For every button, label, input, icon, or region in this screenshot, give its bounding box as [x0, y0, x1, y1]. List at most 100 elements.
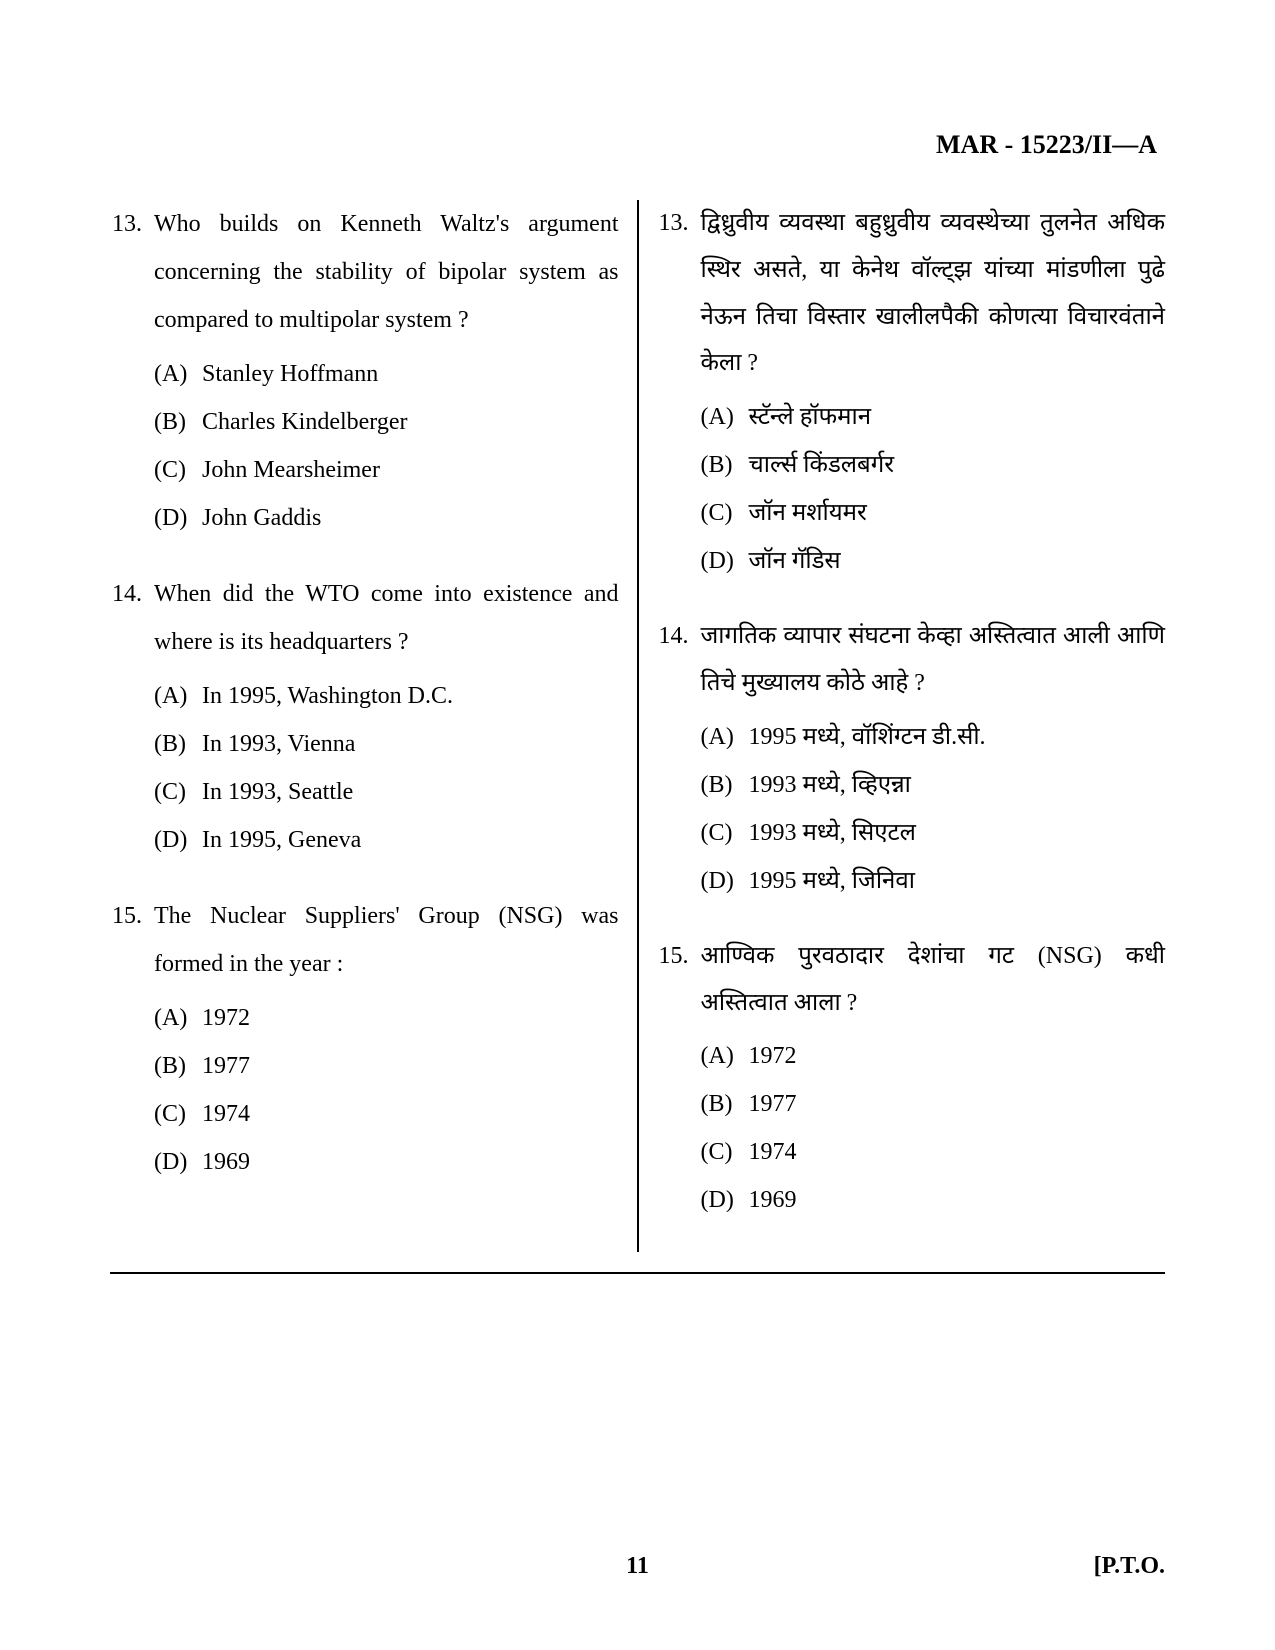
option-b: (B)Charles Kindelberger [154, 398, 619, 446]
option-c: (C)जॉन मर्शायमर [701, 489, 1166, 537]
option-text: 1969 [202, 1138, 619, 1186]
option-d: (D)जॉन गॅडिस [701, 537, 1166, 585]
question-14-mr: 14. जागतिक व्यापार संघटना केव्हा अस्तित्… [657, 613, 1166, 905]
option-label: (D) [701, 537, 749, 585]
option-text: जॉन गॅडिस [749, 537, 1166, 585]
option-b: (B)1977 [701, 1080, 1166, 1128]
option-label: (C) [154, 446, 202, 494]
option-a: (A)स्टॅन्ले हॉफमान [701, 393, 1166, 441]
question-body: द्विध्रुवीय व्यवस्था बहुध्रुवीय व्यवस्थे… [701, 200, 1166, 585]
option-d: (D)John Gaddis [154, 494, 619, 542]
option-text: चार्ल्स किंडलबर्गर [749, 441, 1166, 489]
option-b: (B)चार्ल्स किंडलबर्गर [701, 441, 1166, 489]
option-c: (C)In 1993, Seattle [154, 768, 619, 816]
question-13-mr: 13. द्विध्रुवीय व्यवस्था बहुध्रुवीय व्यव… [657, 200, 1166, 585]
pto-label: [P.T.O. [1094, 1553, 1165, 1580]
question-text: Who builds on Kenneth Waltz's argument c… [154, 200, 619, 344]
option-c: (C)John Mearsheimer [154, 446, 619, 494]
option-a: (A)1972 [701, 1032, 1166, 1080]
question-body: आण्विक पुरवठादार देशांचा गट (NSG) कधी अस… [701, 933, 1166, 1225]
question-number: 15. [657, 933, 701, 1225]
question-number: 13. [657, 200, 701, 585]
options-list: (A)1995 मध्ये, वॉशिंग्टन डी.सी. (B)1993 … [701, 713, 1166, 905]
option-c: (C)1974 [701, 1128, 1166, 1176]
option-text: 1972 [202, 994, 619, 1042]
option-d: (D)1969 [701, 1176, 1166, 1224]
question-number: 14. [110, 570, 154, 864]
question-body: The Nuclear Suppliers' Group (NSG) was f… [154, 892, 619, 1186]
option-label: (A) [701, 1032, 749, 1080]
option-text: In 1995, Washington D.C. [202, 672, 619, 720]
option-text: Charles Kindelberger [202, 398, 619, 446]
question-columns: 13. Who builds on Kenneth Waltz's argume… [110, 200, 1165, 1274]
question-13-en: 13. Who builds on Kenneth Waltz's argume… [110, 200, 619, 542]
question-body: Who builds on Kenneth Waltz's argument c… [154, 200, 619, 542]
option-text: 1995 मध्ये, जिनिवा [749, 857, 1166, 905]
option-label: (A) [154, 994, 202, 1042]
page-footer: 11 [P.T.O. [110, 1545, 1165, 1580]
paper-code: MAR - 15223/II—A [110, 130, 1165, 160]
option-text: 1993 मध्ये, सिएटल [749, 809, 1166, 857]
options-list: (A)1972 (B)1977 (C)1974 (D)1969 [701, 1032, 1166, 1224]
option-text: स्टॅन्ले हॉफमान [749, 393, 1166, 441]
option-b: (B)1993 मध्ये, व्हिएन्ना [701, 761, 1166, 809]
option-text: In 1993, Vienna [202, 720, 619, 768]
option-d: (D)1995 मध्ये, जिनिवा [701, 857, 1166, 905]
option-text: John Gaddis [202, 494, 619, 542]
question-number: 14. [657, 613, 701, 905]
option-c: (C)1974 [154, 1090, 619, 1138]
option-label: (C) [154, 1090, 202, 1138]
question-number: 15. [110, 892, 154, 1186]
options-list: (A)स्टॅन्ले हॉफमान (B)चार्ल्स किंडलबर्गर… [701, 393, 1166, 585]
left-column: 13. Who builds on Kenneth Waltz's argume… [110, 200, 637, 1252]
option-label: (B) [701, 1080, 749, 1128]
option-label: (A) [154, 672, 202, 720]
option-label: (A) [154, 350, 202, 398]
option-label: (D) [154, 1138, 202, 1186]
option-b: (B)In 1993, Vienna [154, 720, 619, 768]
option-text: 1974 [749, 1128, 1166, 1176]
option-label: (D) [154, 494, 202, 542]
question-text: जागतिक व्यापार संघटना केव्हा अस्तित्वात … [701, 613, 1166, 707]
option-c: (C)1993 मध्ये, सिएटल [701, 809, 1166, 857]
option-text: 1974 [202, 1090, 619, 1138]
option-d: (D)1969 [154, 1138, 619, 1186]
option-a: (A)Stanley Hoffmann [154, 350, 619, 398]
options-list: (A)In 1995, Washington D.C. (B)In 1993, … [154, 672, 619, 864]
option-text: 1995 मध्ये, वॉशिंग्टन डी.सी. [749, 713, 1166, 761]
option-a: (A)1995 मध्ये, वॉशिंग्टन डी.सी. [701, 713, 1166, 761]
option-a: (A)In 1995, Washington D.C. [154, 672, 619, 720]
option-text: 1993 मध्ये, व्हिएन्ना [749, 761, 1166, 809]
option-label: (B) [154, 398, 202, 446]
option-a: (A)1972 [154, 994, 619, 1042]
option-label: (D) [154, 816, 202, 864]
option-text: 1969 [749, 1176, 1166, 1224]
question-body: जागतिक व्यापार संघटना केव्हा अस्तित्वात … [701, 613, 1166, 905]
question-text: The Nuclear Suppliers' Group (NSG) was f… [154, 892, 619, 988]
option-d: (D)In 1995, Geneva [154, 816, 619, 864]
options-list: (A)1972 (B)1977 (C)1974 (D)1969 [154, 994, 619, 1186]
option-label: (B) [154, 1042, 202, 1090]
option-text: In 1993, Seattle [202, 768, 619, 816]
option-label: (C) [154, 768, 202, 816]
question-text: When did the WTO come into existence and… [154, 570, 619, 666]
option-label: (B) [701, 761, 749, 809]
question-14-en: 14. When did the WTO come into existence… [110, 570, 619, 864]
option-label: (C) [701, 489, 749, 537]
question-body: When did the WTO come into existence and… [154, 570, 619, 864]
option-label: (B) [154, 720, 202, 768]
option-text: In 1995, Geneva [202, 816, 619, 864]
option-b: (B)1977 [154, 1042, 619, 1090]
option-text: 1977 [202, 1042, 619, 1090]
option-text: जॉन मर्शायमर [749, 489, 1166, 537]
option-label: (A) [701, 393, 749, 441]
option-text: Stanley Hoffmann [202, 350, 619, 398]
question-15-en: 15. The Nuclear Suppliers' Group (NSG) w… [110, 892, 619, 1186]
option-label: (D) [701, 857, 749, 905]
right-column: 13. द्विध्रुवीय व्यवस्था बहुध्रुवीय व्यव… [639, 200, 1166, 1252]
page-number: 11 [626, 1553, 649, 1580]
option-text: 1977 [749, 1080, 1166, 1128]
option-text: 1972 [749, 1032, 1166, 1080]
question-number: 13. [110, 200, 154, 542]
option-label: (A) [701, 713, 749, 761]
